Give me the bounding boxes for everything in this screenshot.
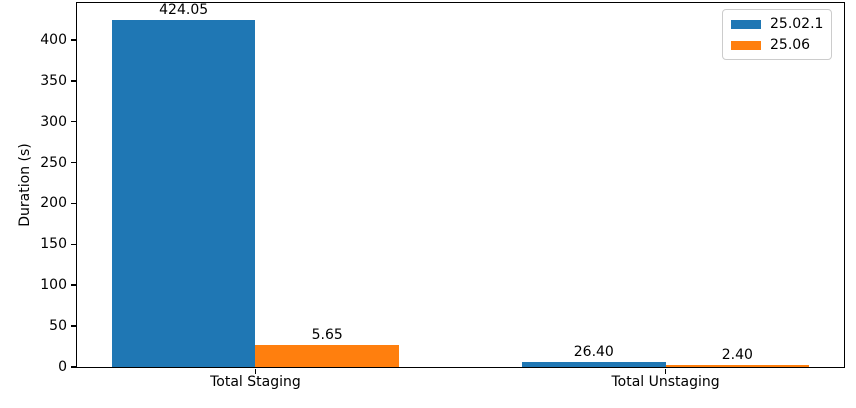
y-tick-label: 300 (40, 113, 67, 130)
legend-color-swatch (731, 19, 761, 29)
x-tick-label-total-staging: Total Staging (210, 374, 301, 390)
y-tick (71, 325, 76, 327)
y-tick (71, 202, 76, 205)
legend-color-swatch (731, 40, 761, 50)
y-tick-label: 100 (40, 277, 67, 294)
y-tick (71, 39, 76, 41)
y-tick (71, 243, 76, 246)
y-tick (71, 80, 76, 82)
y-tick (71, 120, 76, 123)
bar-value-label: 26.40 (573, 344, 614, 361)
x-tick-label-total-unstaging: Total Unstaging (611, 374, 720, 390)
y-tick-label: 150 (40, 236, 67, 253)
y-tick-label: 250 (40, 154, 67, 171)
y-tick-label: 400 (40, 31, 67, 48)
bar-value-label: 2.40 (721, 347, 753, 364)
legend-label: 25.02.1 (770, 16, 824, 32)
y-tick-label: 50 (49, 318, 67, 335)
x-tick (664, 368, 667, 374)
y-tick (71, 366, 76, 368)
y-tick (71, 161, 76, 164)
bar-total-staging-25-06 (255, 345, 399, 367)
y-tick (71, 284, 76, 286)
bar-value-label: 5.65 (311, 327, 343, 344)
bar-total-unstaging-25-02-1 (522, 362, 666, 367)
y-tick-label: 200 (40, 195, 67, 212)
legend-label: 25.06 (770, 37, 811, 53)
y-tick-label: 0 (58, 359, 67, 375)
bar-total-staging-25-02-1 (111, 20, 256, 367)
x-tick (254, 368, 257, 374)
bar-total-unstaging-25-06 (665, 365, 810, 367)
y-tick-label: 350 (40, 72, 67, 89)
legend-entry: 25.02.1 (731, 16, 823, 32)
bar-value-label: 424.05 (159, 2, 209, 19)
legend-entry: 25.06 (731, 37, 823, 53)
legend: 25.02.1 25.06 (722, 9, 832, 60)
